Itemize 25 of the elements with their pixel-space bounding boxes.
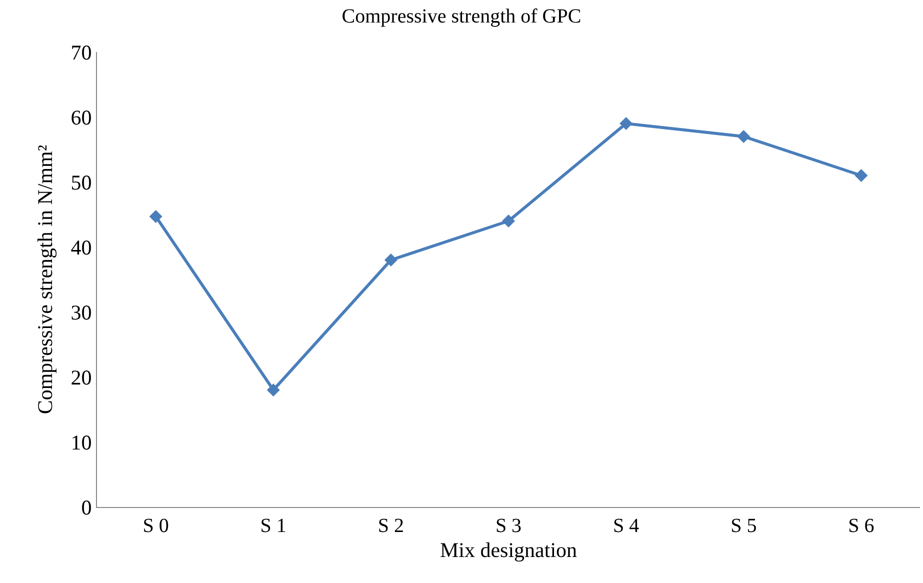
y-tick-label: 10 xyxy=(70,430,92,454)
x-tick-label: S 3 xyxy=(495,515,522,537)
point xyxy=(384,254,398,266)
y-tick-label: 50 xyxy=(70,170,92,194)
chart-title: Compressive strength of GPC xyxy=(342,6,582,28)
x-tick-label: S 5 xyxy=(730,515,757,537)
x-tick-label: S 1 xyxy=(260,515,286,537)
x-tick-label: S 0 xyxy=(142,515,169,537)
y-tick-label: 30 xyxy=(70,300,92,324)
x-axis-title: Mix designation xyxy=(440,538,578,562)
x-tick-label: S 4 xyxy=(613,515,640,537)
point xyxy=(854,169,868,182)
point xyxy=(620,117,633,130)
point xyxy=(737,130,750,143)
y-axis-title: Compressive strength in N/mm² xyxy=(32,144,57,414)
y-tick-label: 20 xyxy=(70,365,92,390)
point xyxy=(149,210,162,223)
x-tick-label: S 2 xyxy=(378,515,404,537)
y-tick-label: 40 xyxy=(70,235,92,260)
point xyxy=(266,384,280,396)
y-tick-label: 60 xyxy=(70,105,92,130)
point xyxy=(502,214,515,228)
y-tick-label: 70 xyxy=(70,40,92,64)
x-tick-label: S 6 xyxy=(848,515,874,537)
y-tick-label: 0 xyxy=(81,495,92,520)
